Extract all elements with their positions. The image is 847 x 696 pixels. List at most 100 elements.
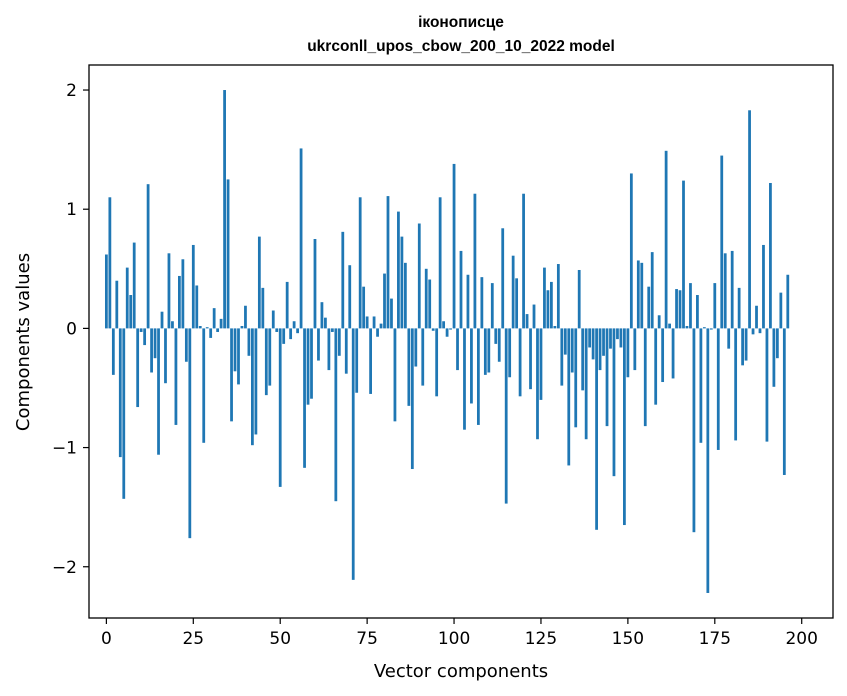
bar-38 [237, 328, 240, 385]
bar-26 [195, 285, 199, 329]
bar-135 [574, 328, 578, 428]
bar-104 [466, 274, 470, 329]
bar-177 [720, 155, 724, 329]
bar-7 [129, 295, 133, 329]
bar-4 [118, 328, 122, 458]
bar-75 [365, 316, 369, 329]
bar-141 [595, 328, 598, 530]
bar-27 [198, 326, 202, 329]
bar-182 [737, 287, 741, 329]
bar-108 [480, 277, 484, 329]
bar-148 [619, 328, 623, 348]
bar-107 [476, 328, 480, 425]
bars-group [104, 90, 790, 593]
bar-72 [355, 328, 359, 393]
bar-44 [257, 236, 261, 329]
bar-112 [494, 328, 498, 344]
y-axis-label: Components values [13, 253, 34, 431]
bar-122 [529, 328, 532, 390]
bar-39 [240, 326, 244, 329]
bar-29 [205, 327, 209, 329]
bar-145 [609, 328, 612, 349]
x-axis-label: Vector components [374, 661, 548, 682]
x-tick-label-150: 150 [612, 629, 644, 649]
chart-title-line1: іконописце [418, 14, 504, 31]
bar-55 [296, 328, 299, 334]
x-tick-label-25: 25 [182, 629, 204, 649]
bar-3 [115, 280, 119, 329]
x-tick-label-200: 200 [785, 629, 817, 649]
bar-51 [282, 328, 286, 344]
bar-158 [654, 328, 658, 405]
y-tick-label-1: 1 [66, 200, 77, 220]
bar-45 [261, 287, 265, 329]
bar-33 [219, 318, 223, 329]
y-tick-label-2: 2 [66, 81, 77, 101]
bar-9 [136, 328, 140, 408]
bar-47 [268, 328, 272, 386]
bar-52 [285, 281, 289, 329]
bar-129 [553, 326, 557, 329]
bar-34 [223, 90, 226, 329]
bar-167 [685, 326, 689, 329]
bar-79 [379, 323, 383, 329]
bar-125 [539, 328, 543, 400]
bar-142 [598, 328, 602, 371]
bar-10 [139, 328, 143, 332]
bar-57 [303, 328, 306, 468]
bar-77 [372, 316, 376, 329]
bar-110 [487, 328, 491, 373]
bar-186 [751, 328, 755, 335]
bar-99 [449, 328, 452, 330]
bar-95 [435, 328, 439, 397]
bar-59 [310, 328, 313, 399]
bar-43 [254, 328, 258, 435]
bar-176 [716, 328, 720, 450]
x-tick-label-100: 100 [438, 629, 470, 649]
bar-97 [442, 321, 446, 329]
plot-frame [88, 64, 834, 619]
bar-6 [125, 267, 129, 329]
bar-5 [122, 328, 126, 499]
bar-100 [452, 163, 456, 329]
bar-91 [421, 328, 425, 386]
bar-13 [150, 328, 153, 373]
bar-11 [143, 328, 147, 346]
bar-150 [626, 328, 630, 378]
bar-94 [431, 328, 435, 331]
bar-147 [616, 328, 619, 340]
bar-194 [779, 292, 783, 329]
bar-41 [247, 328, 251, 356]
bar-28 [202, 328, 206, 443]
bar-22 [181, 259, 185, 329]
bar-163 [671, 328, 675, 379]
bar-134 [570, 328, 574, 373]
bar-185 [748, 110, 751, 329]
bar-68 [341, 231, 345, 329]
bar-151 [629, 173, 633, 329]
bar-166 [682, 180, 685, 329]
y-tick-label--1: −1 [52, 439, 77, 459]
bar-153 [636, 260, 640, 329]
bar-86 [403, 262, 407, 329]
bar-118 [515, 278, 519, 329]
bar-130 [556, 264, 560, 329]
bar-12 [146, 184, 150, 329]
bar-172 [702, 327, 706, 329]
bar-128 [550, 281, 553, 329]
bar-61 [317, 328, 320, 361]
bar-2 [111, 328, 115, 375]
bar-50 [278, 328, 282, 487]
bar-149 [623, 328, 626, 526]
bar-188 [758, 328, 762, 334]
bar-73 [358, 197, 362, 329]
bar-20 [174, 328, 178, 425]
bar-62 [320, 302, 324, 329]
bar-85 [400, 236, 404, 329]
x-axis-ticks: 0 25 50 75 100 125 150 175 200 [101, 618, 818, 649]
bar-183 [741, 328, 744, 366]
bar-138 [584, 328, 588, 440]
bar-132 [563, 328, 567, 355]
bar-165 [678, 290, 682, 329]
